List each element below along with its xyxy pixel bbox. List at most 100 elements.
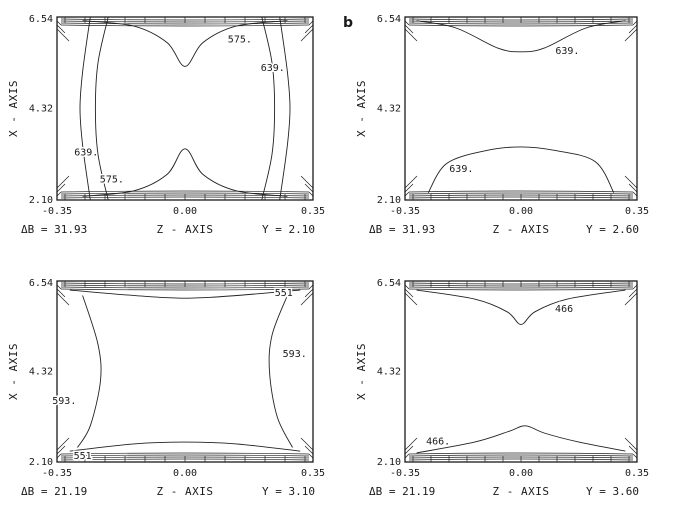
bottom-edge-contour [60, 190, 310, 193]
corner-contour [628, 183, 638, 193]
corner-contour [404, 292, 418, 306]
y-tick-label: 4.32 [377, 104, 401, 115]
y-tick-label: 2.10 [29, 457, 53, 468]
y-tick-label: 2.10 [377, 195, 401, 206]
contour-label: 466 [555, 304, 573, 315]
x-tick-label: -0.35 [42, 206, 72, 217]
corner-contour [300, 292, 314, 306]
corner-contour [624, 28, 638, 42]
y-tick-label: 6.54 [29, 278, 53, 289]
x-axis-title: Z - AXIS [493, 485, 550, 498]
x-tick-label: -0.35 [390, 206, 420, 217]
bottom-edge-contour [60, 192, 310, 195]
corner-contour [56, 453, 62, 459]
corner-contour [56, 24, 66, 34]
contour-line [427, 146, 615, 193]
corner-contour [308, 20, 314, 26]
corner-contour [304, 288, 314, 298]
x-tick-label: 0.00 [509, 206, 533, 217]
corner-contour [56, 437, 70, 451]
corner-contour [56, 191, 62, 197]
corner-contour [404, 453, 410, 459]
x-tick-label: 0.35 [625, 468, 649, 479]
corner-contour [624, 292, 638, 306]
y-tick-label: 4.32 [29, 104, 53, 115]
y-axis-title: X - AXIS [355, 80, 368, 137]
corner-contour [56, 445, 66, 455]
plot-frame [56, 16, 314, 201]
x-tick-label: 0.00 [173, 468, 197, 479]
contour-label: 575. [100, 174, 124, 185]
contour-line [69, 289, 301, 299]
corner-contour [404, 437, 418, 451]
contour-panel-2: 639. 639. 6.54 4.32 2.10-0.35 0.00 0.35 X - AXI… [343, 14, 649, 236]
x-tick-label: 0.35 [301, 206, 325, 217]
corner-contour [56, 175, 70, 189]
y-tick-label: 2.10 [377, 457, 401, 468]
contour-line [416, 425, 626, 454]
contour-line [416, 289, 626, 325]
corner-contour [404, 175, 418, 189]
corner-contour [632, 284, 638, 290]
y-tick-label: 2.10 [29, 195, 53, 206]
top-edge-contour [60, 286, 310, 289]
corner-contour [404, 191, 410, 197]
contour-label: 575. [228, 34, 252, 45]
top-edge-contour [408, 22, 634, 25]
corner-contour [632, 20, 638, 26]
contour-label: 551 [74, 451, 92, 462]
corner-contour [404, 24, 414, 34]
contour-label: 466. [426, 437, 450, 448]
corner-contour [404, 284, 410, 290]
top-edge-contour [60, 24, 310, 27]
contour-label: 593. [283, 349, 307, 360]
y-axis-title: X - AXIS [355, 343, 368, 400]
contour-label: 593. [52, 396, 76, 407]
x-axis-title: Z - AXIS [493, 223, 550, 236]
corner-contour [632, 191, 638, 197]
contour-line [279, 16, 291, 201]
y-value-readout: Y = 3.10 [262, 485, 315, 498]
bottom-edge-contour [60, 452, 310, 455]
contour-line [77, 295, 102, 448]
y-tick-label: 6.54 [377, 278, 401, 289]
x-tick-label: 0.00 [173, 206, 197, 217]
top-edge-contour [60, 288, 310, 291]
contour-label: 639. [74, 148, 98, 159]
bottom-edge-contour [408, 452, 634, 455]
corner-contour [628, 24, 638, 34]
corner-contour [56, 284, 62, 290]
contour-line [79, 16, 91, 201]
bottom-edge-contour [408, 190, 634, 193]
corner-contour [300, 28, 314, 42]
y-tick-label: 4.32 [377, 367, 401, 378]
corner-contour [404, 20, 410, 26]
x-tick-label: 0.00 [509, 468, 533, 479]
contour-panel-3: 551 593. 593. 551 6.54 4.32 2.10-0.35 0.00 0.35 X… [7, 278, 325, 498]
corner-contour [304, 24, 314, 34]
corner-contour [628, 288, 638, 298]
delta-b-readout: ΔB = 31.93 [369, 223, 435, 236]
plot-frame [56, 280, 314, 463]
corner-contour [404, 445, 414, 455]
contour-line [94, 16, 109, 201]
contour-line [82, 20, 288, 67]
y-value-readout: Y = 2.60 [586, 223, 639, 236]
x-axis-title: Z - AXIS [157, 223, 214, 236]
corner-contour [628, 445, 638, 455]
top-edge-contour [60, 22, 310, 25]
top-edge-contour [408, 286, 634, 289]
panel-letter: b [343, 15, 353, 31]
contour-line [261, 16, 276, 201]
y-tick-label: 4.32 [29, 367, 53, 378]
plot-frame [404, 16, 638, 201]
contour-panel-1: 575. 639. 639. 575. 6.54 4.32 2.10-0.35 0.00 0.3… [7, 14, 325, 236]
contour-label: 639. [555, 46, 579, 57]
bottom-edge-contour [60, 454, 310, 457]
contour-line [82, 148, 288, 197]
delta-b-readout: ΔB = 31.93 [21, 223, 87, 236]
contour-label: 551 [275, 288, 293, 299]
y-axis-title: X - AXIS [7, 80, 20, 137]
delta-b-readout: ΔB = 21.19 [369, 485, 435, 498]
